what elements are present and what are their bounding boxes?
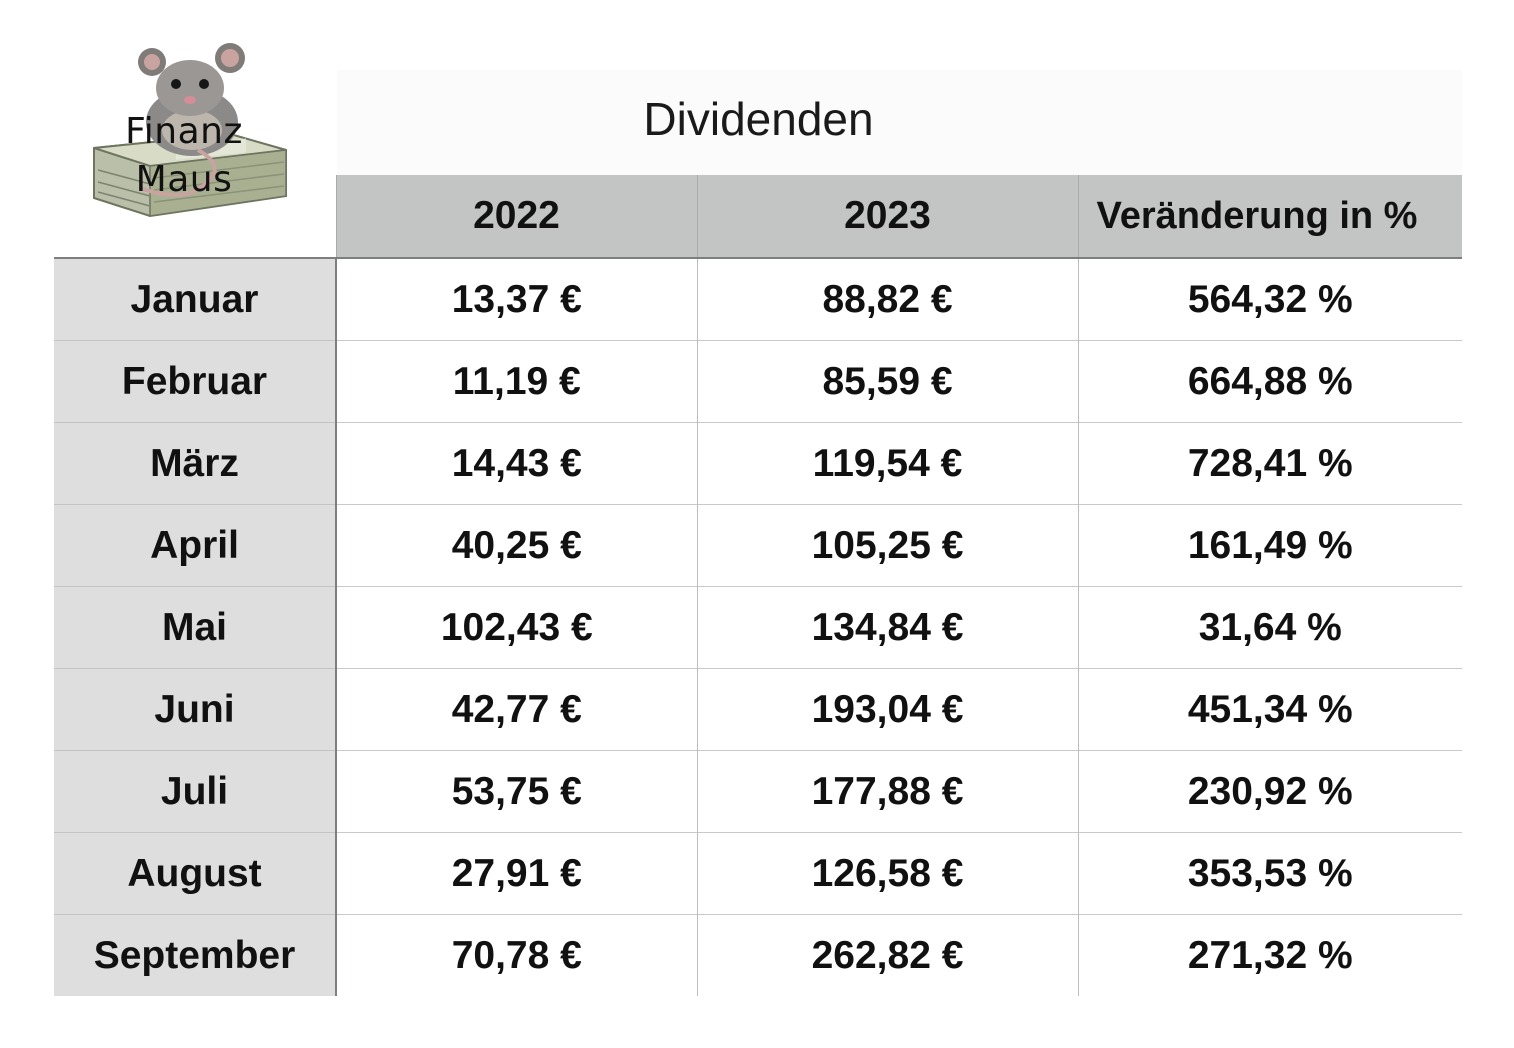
- value-2022-cell: 53,75 €: [335, 750, 697, 833]
- value-2023-cell: 105,25 €: [696, 504, 1078, 587]
- value-2023-cell: 177,88 €: [696, 750, 1078, 833]
- table-row: August 27,91 € 126,58 € 353,53 %: [54, 832, 1462, 915]
- change-cell: 271,32 %: [1077, 914, 1462, 996]
- change-cell: 230,92 %: [1077, 750, 1462, 833]
- value-2022-cell: 40,25 €: [335, 504, 697, 587]
- month-cell: Mai: [54, 586, 337, 669]
- month-cell: Februar: [54, 340, 337, 423]
- value-2022-cell: 102,43 €: [335, 586, 697, 669]
- header-2023: 2023: [696, 175, 1078, 259]
- month-cell: Juni: [54, 668, 337, 751]
- value-2022-cell: 42,77 €: [335, 668, 697, 751]
- header-change-percent: Veränderung in %: [1077, 175, 1462, 259]
- month-cell: Juli: [54, 750, 337, 833]
- change-cell: 161,49 %: [1077, 504, 1462, 587]
- value-2022-cell: 13,37 €: [335, 258, 697, 341]
- mouse-icon: [138, 43, 245, 197]
- title-band: [337, 70, 1462, 176]
- month-cell: September: [54, 914, 337, 996]
- change-cell: 664,88 %: [1077, 340, 1462, 423]
- table-row: September 70,78 € 262,82 € 271,32 %: [54, 914, 1462, 996]
- table-row: Januar 13,37 € 88,82 € 564,32 %: [54, 258, 1462, 341]
- change-cell: 31,64 %: [1077, 586, 1462, 669]
- value-2023-cell: 88,82 €: [696, 258, 1078, 341]
- change-cell: 451,34 %: [1077, 668, 1462, 751]
- value-2023-cell: 85,59 €: [696, 340, 1078, 423]
- value-2023-cell: 134,84 €: [696, 586, 1078, 669]
- table-row: Juni 42,77 € 193,04 € 451,34 %: [54, 668, 1462, 751]
- value-2023-cell: 119,54 €: [696, 422, 1078, 505]
- header-2022: 2022: [335, 175, 697, 259]
- value-2022-cell: 27,91 €: [335, 832, 697, 915]
- page-title: Dividenden: [643, 93, 874, 145]
- value-2022-cell: 70,78 €: [335, 914, 697, 996]
- logo-text-line1: Finanz: [125, 111, 243, 152]
- value-2022-cell: 11,19 €: [335, 340, 697, 423]
- value-2022-cell: 14,43 €: [335, 422, 697, 505]
- value-2023-cell: 262,82 €: [696, 914, 1078, 996]
- value-2023-cell: 193,04 €: [696, 668, 1078, 751]
- month-cell: Januar: [54, 258, 337, 341]
- table-row: April 40,25 € 105,25 € 161,49 %: [54, 504, 1462, 587]
- table-row: Februar 11,19 € 85,59 € 664,88 %: [54, 340, 1462, 423]
- header-corner-cell: [54, 175, 336, 259]
- value-2023-cell: 126,58 €: [696, 832, 1078, 915]
- change-cell: 728,41 %: [1077, 422, 1462, 505]
- month-cell: März: [54, 422, 337, 505]
- table-row: Mai 102,43 € 134,84 € 31,64 %: [54, 586, 1462, 669]
- change-cell: 353,53 %: [1077, 832, 1462, 915]
- table-header-row: 2022 2023 Veränderung in %: [54, 175, 1462, 259]
- table-row: März 14,43 € 119,54 € 728,41 %: [54, 422, 1462, 505]
- table-row: Juli 53,75 € 177,88 € 230,92 %: [54, 750, 1462, 833]
- change-cell: 564,32 %: [1077, 258, 1462, 341]
- month-cell: August: [54, 832, 337, 915]
- dividend-table: 2022 2023 Veränderung in % Januar 13,37 …: [54, 175, 1462, 996]
- month-cell: April: [54, 504, 337, 587]
